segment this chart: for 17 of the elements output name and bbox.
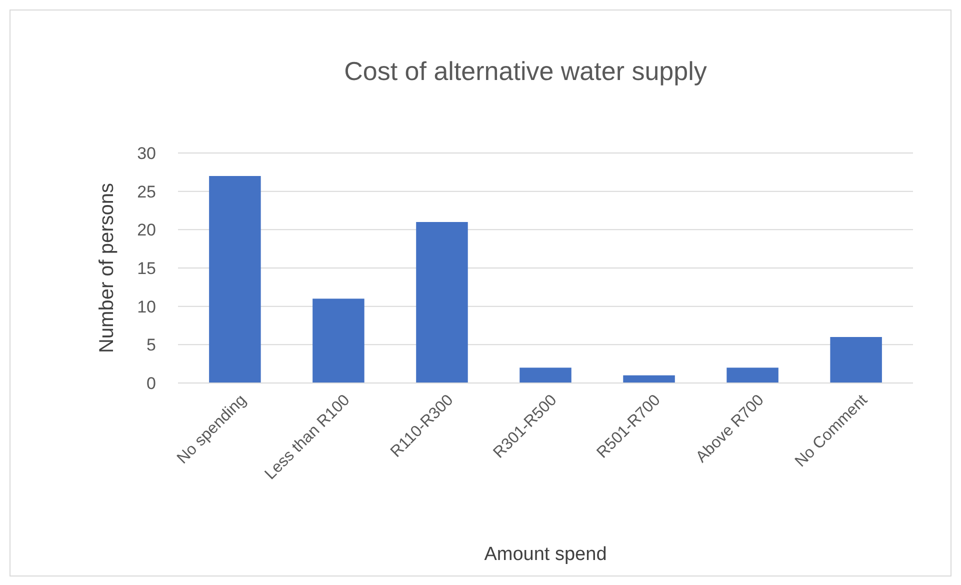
y-tick-label: 20 xyxy=(137,220,156,240)
x-axis-title: Amount spend xyxy=(484,544,607,565)
bar xyxy=(209,176,261,383)
y-tick-label: 25 xyxy=(137,182,156,202)
y-axis-title: Number of persons xyxy=(96,182,118,354)
y-tick-label: 0 xyxy=(146,374,156,393)
bar xyxy=(726,368,778,383)
bar xyxy=(416,222,468,383)
y-tick-label: 5 xyxy=(146,336,156,355)
bar xyxy=(312,298,364,383)
bar xyxy=(830,337,882,383)
y-tick-label: 30 xyxy=(137,144,156,163)
y-tick-label: 15 xyxy=(137,258,156,278)
bar xyxy=(520,368,572,383)
chart-title: Cost of alternative water supply xyxy=(344,56,707,86)
bar xyxy=(623,375,675,383)
y-tick-label: 10 xyxy=(137,297,156,316)
